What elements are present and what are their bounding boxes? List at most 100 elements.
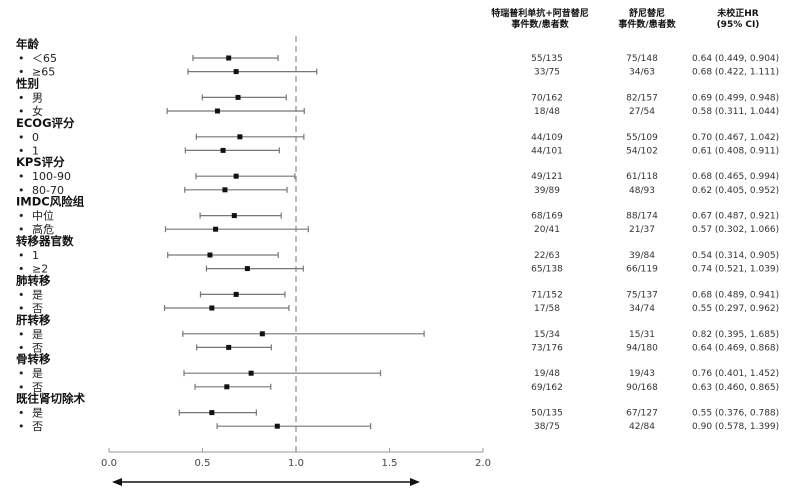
row-bullet: • (18, 381, 25, 394)
arm2-events: 39/84 (629, 251, 655, 261)
arm1-events: 15/34 (534, 330, 560, 340)
header-hr-line-2: (95% CI) (717, 20, 760, 30)
hr-point (209, 410, 215, 416)
hr-ci-text: 0.70 (0.467, 1.042) (692, 133, 779, 143)
row-label: ≥65 (32, 66, 55, 79)
hr-ci-text: 0.61 (0.408, 0.911) (692, 146, 779, 156)
arm2-events: 88/174 (626, 212, 658, 222)
hr-ci-text: 0.90 (0.578, 1.399) (692, 422, 779, 432)
hr-ci-text: 0.57 (0.302, 1.066) (692, 225, 779, 235)
row-bullet: • (18, 328, 25, 341)
row-label: 否 (32, 341, 43, 354)
arm1-events: 69/162 (531, 383, 563, 393)
hr-point (209, 305, 215, 311)
group-label: 肺转移 (16, 273, 51, 287)
row-label: 1 (32, 144, 39, 157)
hr-point (226, 55, 232, 61)
arm1-events: 20/41 (534, 225, 560, 235)
header-arm1-line-2: 事件数/患者数 (511, 18, 569, 30)
subgroup-row: • 否 38/75 42/84 0.90 (0.578, 1.399) (18, 420, 779, 433)
hr-ci-text: 0.63 (0.460, 0.865) (692, 383, 779, 393)
header-arm2-line-2: 事件数/患者数 (618, 18, 676, 30)
subgroup-row: • 是 50/135 67/127 0.55 (0.376, 0.788) (18, 407, 779, 420)
row-bullet: • (18, 288, 25, 301)
hr-ci-text: 0.64 (0.469, 0.868) (692, 343, 779, 353)
subgroup-row: • 100-90 49/121 61/118 0.68 (0.465, 0.994) (18, 170, 779, 183)
hr-point (220, 147, 226, 153)
row-bullet: • (18, 66, 25, 79)
hr-ci-text: 0.64 (0.449, 0.904) (692, 54, 779, 64)
hr-ci-text: 0.82 (0.395, 1.685) (692, 330, 779, 340)
row-bullet: • (18, 144, 25, 157)
row-label: 1 (32, 249, 39, 262)
subgroup-row: • 中位 68/169 88/174 0.67 (0.487, 0.921) (18, 209, 779, 223)
arm1-events: 17/58 (534, 304, 560, 314)
arm2-events: 34/63 (629, 68, 655, 78)
subgroup-row: • 男 70/162 82/157 0.69 (0.499, 0.948) (18, 91, 779, 104)
arm1-events: 38/75 (534, 422, 560, 432)
arm1-events: 50/135 (531, 409, 563, 419)
subgroup-row: • ≥2 65/138 66/119 0.74 (0.521, 1.039) (18, 263, 779, 276)
hr-ci-text: 0.69 (0.499, 0.948) (692, 93, 779, 103)
arm1-events: 18/48 (534, 107, 560, 117)
hr-ci-text: 0.76 (0.401, 1.452) (692, 369, 779, 379)
row-bullet: • (18, 91, 25, 104)
group-label: IMDC风险组 (16, 195, 85, 209)
row-label: 男 (32, 91, 43, 104)
hr-point (207, 252, 213, 258)
x-tick-label: 2.0 (475, 458, 491, 469)
x-tick-label: 1.0 (288, 458, 304, 469)
row-label: 80-70 (32, 184, 64, 197)
subgroup-row: • 是 71/152 75/137 0.68 (0.489, 0.941) (18, 288, 779, 301)
arm1-events: 19/48 (534, 369, 560, 379)
arm2-events: 34/74 (629, 304, 655, 314)
header-arm1-line-1: 特瑞普利单抗+阿昔替尼 (491, 7, 589, 19)
row-label: ＜65 (32, 52, 57, 65)
hr-point (233, 291, 239, 297)
row-label: 0 (32, 131, 39, 144)
row-label: 否 (32, 302, 43, 315)
row-label: 是 (32, 288, 43, 301)
x-tick-label: 1.5 (382, 458, 398, 469)
row-bullet: • (18, 367, 25, 380)
hr-ci-text: 0.55 (0.376, 0.788) (692, 409, 779, 419)
subgroup-rows: 年龄• ＜65 55/135 75/148 0.64 (0.449, 0.904)• ≥6… (16, 37, 779, 433)
subgroup-row: • 0 44/109 55/109 0.70 (0.467, 1.042) (18, 131, 779, 144)
subgroup-row: • 是 19/48 19/43 0.76 (0.401, 1.452) (18, 367, 779, 380)
row-bullet: • (18, 223, 25, 236)
subgroup-row: • 否 17/58 34/74 0.55 (0.297, 0.962) (18, 302, 779, 315)
hr-point (259, 331, 265, 337)
arm1-events: 44/109 (531, 133, 563, 143)
row-label: ≥2 (32, 263, 48, 276)
header-arm2-line-1: 舒尼替尼 (629, 7, 665, 19)
hr-point (231, 213, 237, 219)
direction-arrow-right-head (410, 478, 420, 486)
arm1-events: 33/75 (534, 68, 560, 78)
group-label: 骨转移 (16, 352, 51, 366)
group-label: 性别 (16, 76, 39, 90)
group-label: 肝转移 (16, 313, 51, 327)
hr-point (214, 108, 220, 114)
row-bullet: • (18, 105, 25, 118)
subgroup-row: • 高危 20/41 21/37 0.57 (0.302, 1.066) (18, 222, 779, 236)
row-label: 否 (32, 420, 43, 433)
subgroup-row: • 否 69/162 90/168 0.63 (0.460, 0.865) (18, 381, 779, 394)
hr-ci-text: 0.62 (0.405, 0.952) (692, 186, 779, 196)
row-label: 否 (32, 381, 43, 394)
arm2-events: 19/43 (629, 369, 655, 379)
arm2-events: 94/180 (626, 343, 658, 353)
hr-point (274, 423, 280, 429)
row-bullet: • (18, 302, 25, 315)
subgroup-row: • ≥65 33/75 34/63 0.68 (0.422, 1.111) (18, 66, 779, 79)
subgroup-row: • 女 18/48 27/54 0.58 (0.311, 1.044) (18, 104, 779, 118)
hr-ci-text: 0.67 (0.487, 0.921) (692, 212, 779, 222)
row-bullet: • (18, 170, 25, 183)
group-label: 既往肾切除术 (16, 392, 85, 406)
arm1-events: 70/162 (531, 93, 563, 103)
row-bullet: • (18, 131, 25, 144)
hr-ci-text: 0.55 (0.297, 0.962) (692, 304, 779, 314)
row-bullet: • (18, 52, 25, 65)
arm1-events: 65/138 (531, 265, 563, 275)
